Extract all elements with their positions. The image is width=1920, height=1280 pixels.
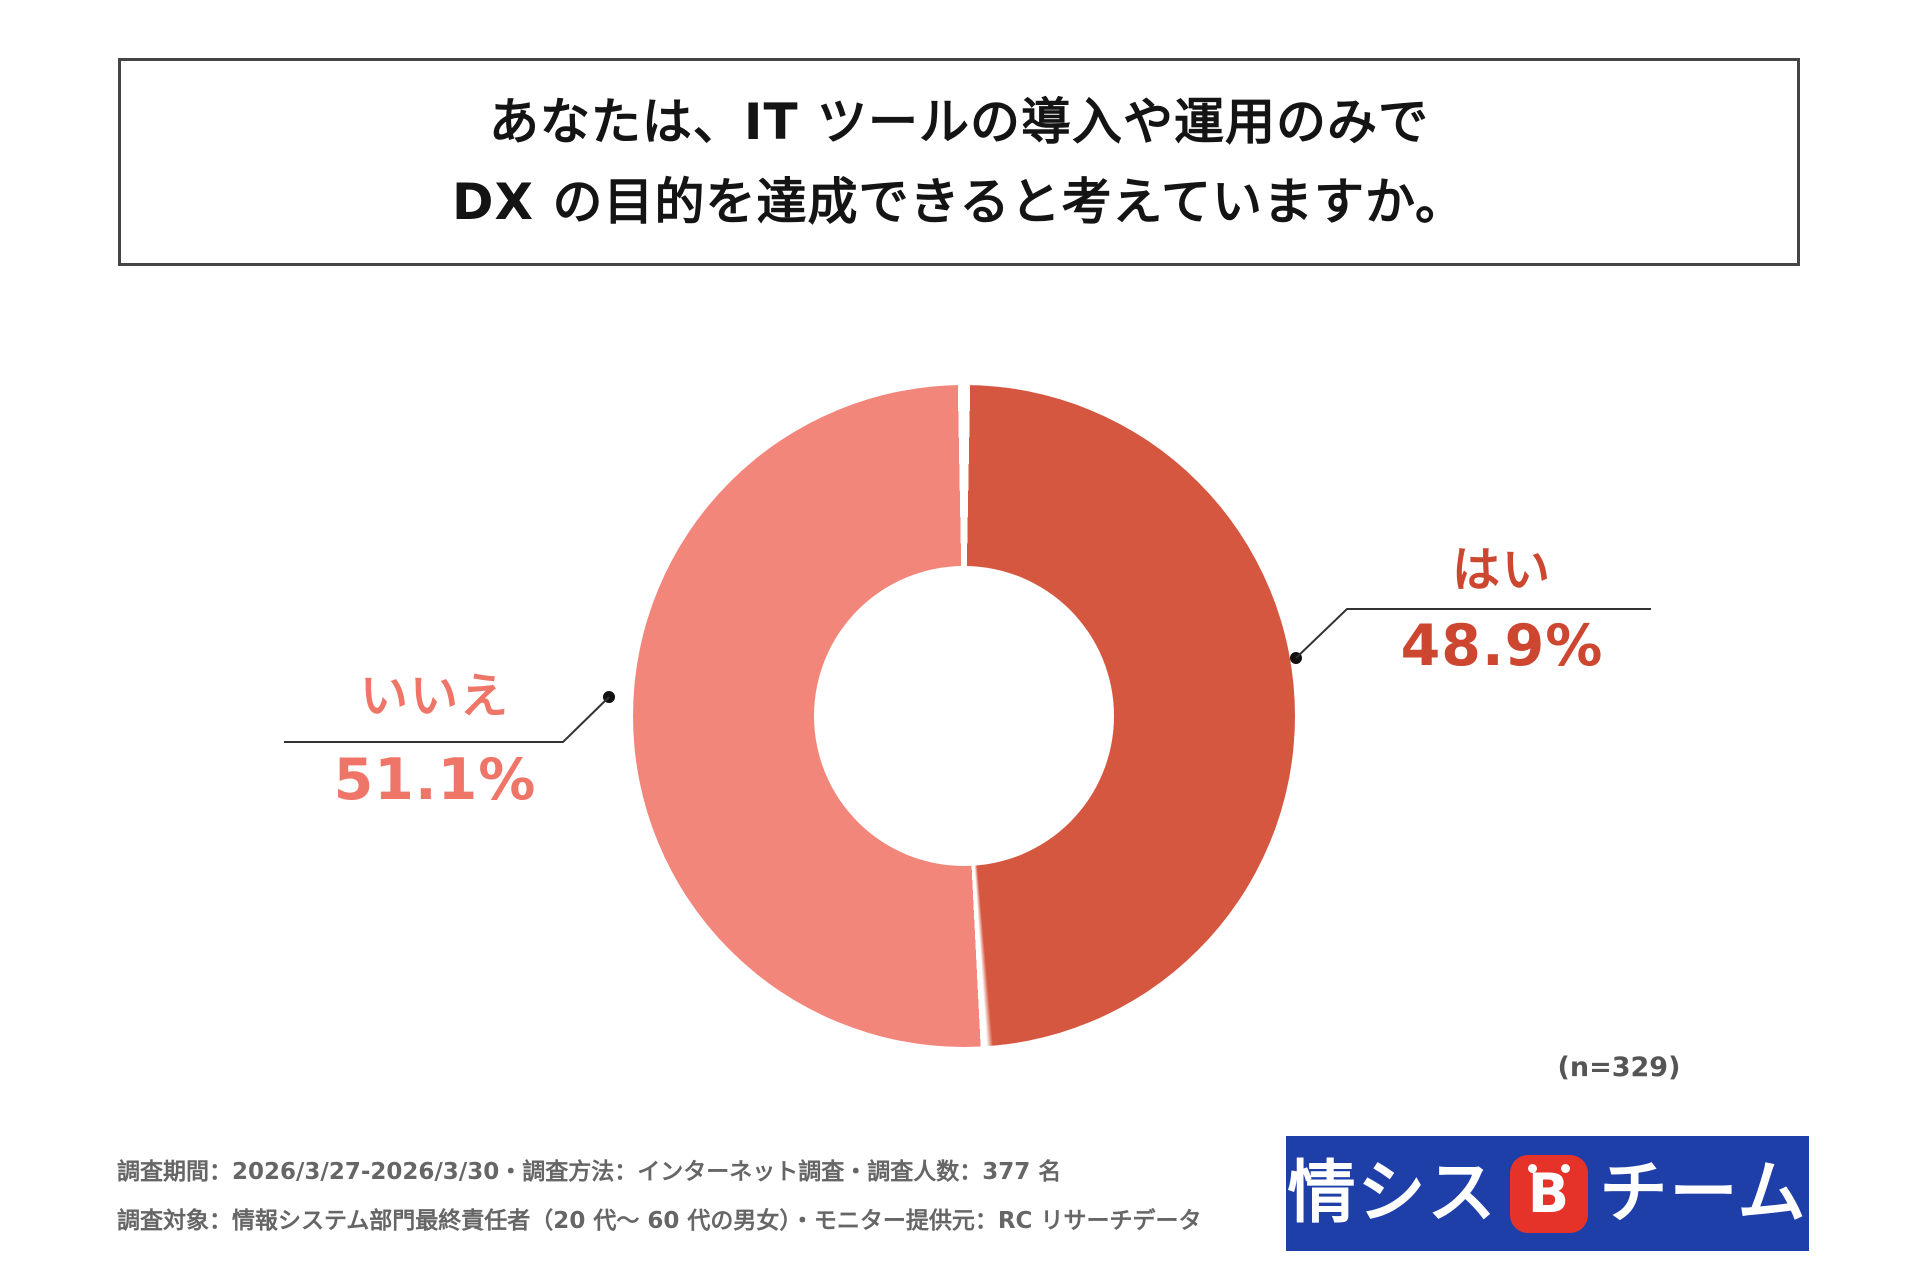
callout-no: いいえ 51.1% [285,668,585,813]
mascot-eye-left-icon [1527,1163,1537,1173]
donut-chart [633,385,1295,1047]
mascot-eye-right-icon [1560,1163,1570,1173]
leader-dot-yes [1290,652,1302,664]
question-line-2: DX の目的を達成できると考えていますか。 [452,173,1466,231]
survey-meta-line-2: 調査対象：情報システム部門最終責任者（20 代〜 60 代の男女）・モニター提供… [117,1208,1202,1235]
logo-mascot-badge: B [1509,1154,1588,1233]
leader-dot-no [603,691,615,703]
survey-meta: 調査期間：2026/3/27-2026/3/30・調査方法：インターネット調査・… [117,1148,1201,1247]
logo-text-before: 情シス [1287,1153,1498,1233]
survey-question-box: あなたは、IT ツールの導入や運用のみで DX の目的を達成できると考えています… [118,58,1800,266]
brand-logo: 情シス B チーム [1286,1136,1809,1251]
callout-yes-label: はい [1451,542,1552,598]
callout-no-label: いいえ [359,668,510,724]
logo-text-after: チーム [1599,1153,1808,1233]
callout-yes-percent: 48.9% [1400,612,1604,679]
question-line-1: あなたは、IT ツールの導入や運用のみで [488,92,1430,151]
callout-no-percent: 51.1% [333,746,537,813]
survey-meta-line-1: 調査期間：2026/3/27-2026/3/30・調査方法：インターネット調査・… [117,1159,1062,1185]
logo-badge-letter: B [1527,1162,1570,1225]
callout-yes: はい 48.9% [1352,542,1652,679]
donut-hole [814,566,1114,866]
sample-size-note: (n=329) [1557,1052,1681,1083]
